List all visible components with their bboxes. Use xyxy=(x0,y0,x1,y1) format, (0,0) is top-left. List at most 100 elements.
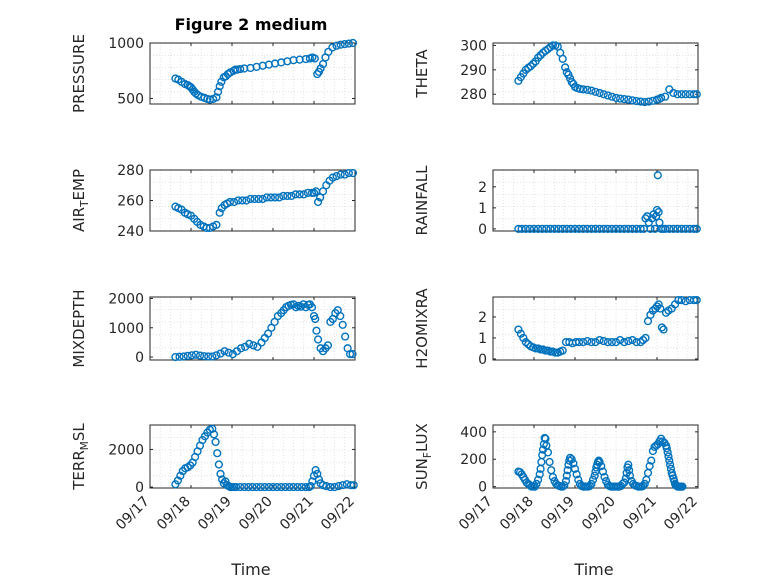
data-point xyxy=(348,168,358,178)
data-point xyxy=(240,482,249,492)
data-point xyxy=(599,337,608,346)
data-point xyxy=(583,224,592,233)
panel-6: 0 1 2 H2OMIXRA xyxy=(413,288,701,369)
data-point xyxy=(560,481,569,490)
data-point xyxy=(238,196,247,205)
data-point xyxy=(258,194,267,204)
x-axis-label-right: Time xyxy=(573,560,613,579)
data-point xyxy=(681,90,690,99)
data-point xyxy=(348,350,357,359)
data-point xyxy=(640,479,649,488)
data-point xyxy=(569,459,578,468)
y-axis-label: TERRMSL xyxy=(70,423,91,491)
data-point xyxy=(307,303,317,312)
data-point xyxy=(225,197,235,207)
y-tick-label: 0 xyxy=(478,352,487,368)
y-axis-label-sub: T xyxy=(79,200,91,208)
data-point xyxy=(654,207,663,217)
x-tick-label: 09/18 xyxy=(497,494,537,534)
y-axis-label: RAINFALL xyxy=(413,165,431,236)
data-point xyxy=(669,88,678,98)
data-point xyxy=(224,348,233,357)
data-point xyxy=(554,224,563,233)
x-tick-label: 09/18 xyxy=(154,494,194,534)
data-point xyxy=(689,296,699,305)
x-tick-label: 09/20 xyxy=(579,494,619,534)
panel-1: 500 1000 PRESSURE xyxy=(70,34,358,113)
data-point xyxy=(558,54,567,63)
data-point xyxy=(516,329,525,338)
data-point xyxy=(587,224,596,233)
data-point xyxy=(692,90,701,99)
data-point xyxy=(336,170,345,179)
data-point xyxy=(209,430,219,439)
x-tick-label: 09/20 xyxy=(236,494,276,534)
data-point xyxy=(532,479,541,488)
y-axis-label-main: MIXDEPTH xyxy=(70,289,88,367)
data-point xyxy=(587,338,596,347)
y-tick-label: 1 xyxy=(478,201,487,217)
data-point xyxy=(340,170,349,179)
data-point xyxy=(624,337,633,346)
data-point xyxy=(533,475,543,484)
data-point xyxy=(187,351,196,360)
data-point xyxy=(599,90,608,99)
data-point xyxy=(541,346,550,355)
data-point xyxy=(595,457,604,467)
data-point xyxy=(665,224,674,233)
data-point xyxy=(597,461,606,471)
data-point xyxy=(645,461,654,471)
data-point xyxy=(598,467,607,476)
data-point xyxy=(611,93,621,103)
data-point xyxy=(624,460,633,469)
data-point xyxy=(561,477,571,486)
data-point xyxy=(648,306,658,315)
data-point xyxy=(330,482,339,492)
data-point xyxy=(263,329,273,338)
data-point xyxy=(338,320,347,329)
data-point xyxy=(611,224,621,233)
data-point xyxy=(236,344,246,353)
y-tick-label: 500 xyxy=(117,91,144,107)
data-point xyxy=(266,193,276,202)
data-point xyxy=(176,471,185,480)
data-point xyxy=(244,482,253,492)
data-point xyxy=(253,342,262,351)
data-point xyxy=(599,224,608,233)
data-point xyxy=(318,187,328,196)
data-point xyxy=(232,482,241,492)
data-point xyxy=(311,314,320,324)
data-point xyxy=(211,437,220,447)
data-point xyxy=(249,341,258,350)
data-point xyxy=(179,352,188,361)
data-point xyxy=(579,338,588,347)
data-point xyxy=(311,466,320,475)
data-point xyxy=(531,344,540,353)
y-tick-label: 0 xyxy=(135,350,144,366)
data-point xyxy=(212,220,221,230)
data-point xyxy=(647,214,657,223)
data-point xyxy=(636,338,645,347)
data-point xyxy=(309,188,319,197)
data-point xyxy=(332,172,341,181)
data-point xyxy=(345,350,355,359)
data-point xyxy=(336,311,345,321)
data-point xyxy=(603,91,612,100)
data-point xyxy=(611,338,621,347)
data-point xyxy=(663,448,672,457)
data-point xyxy=(306,482,315,491)
data-point xyxy=(289,482,298,492)
data-point xyxy=(641,333,650,343)
data-point xyxy=(647,456,656,465)
y-tick-label: 400 xyxy=(460,425,487,441)
y-tick-label: 280 xyxy=(460,87,487,103)
y-tick-label: 2 xyxy=(478,180,487,196)
data-point xyxy=(661,92,670,101)
data-point xyxy=(328,173,337,182)
data-point xyxy=(653,171,662,180)
data-point xyxy=(538,224,547,233)
data-point xyxy=(636,224,645,233)
y-axis-label: THETA xyxy=(413,49,431,99)
data-point xyxy=(214,460,223,469)
